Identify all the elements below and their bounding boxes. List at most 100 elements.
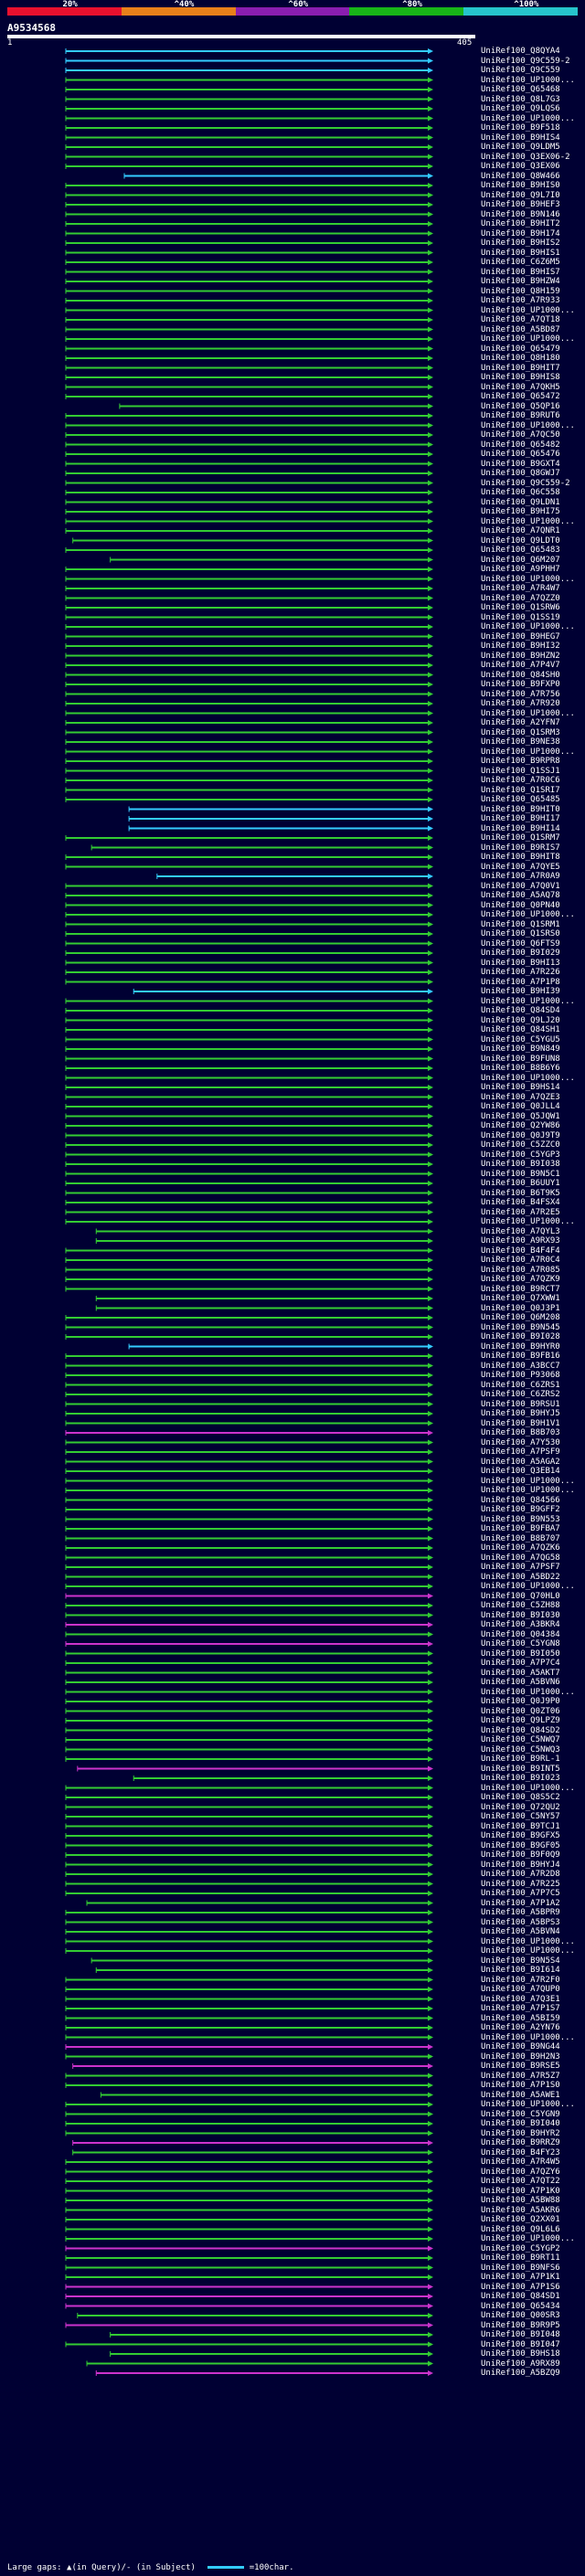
hit-label-link[interactable]: UniRef100_B9HI75 xyxy=(481,507,560,516)
hit-label-link[interactable]: UniRef100_B9GXT4 xyxy=(481,459,560,469)
hit-label-link[interactable]: UniRef100_B9I030 xyxy=(481,1610,560,1620)
hit-label-link[interactable]: UniRef100_B6T9K5 xyxy=(481,1188,560,1198)
hit-label-link[interactable]: UniRef100_B9HIT0 xyxy=(481,804,560,814)
hit-label-link[interactable]: UniRef100_B9HIS1 xyxy=(481,248,560,258)
hit-label-link[interactable]: UniRef100_B6UUY1 xyxy=(481,1179,560,1188)
hit-label-link[interactable]: UniRef100_A7R225 xyxy=(481,1879,560,1889)
hit-label-link[interactable]: UniRef100_A7R2E5 xyxy=(481,1207,560,1217)
hit-label-link[interactable]: UniRef100_Q0JLL4 xyxy=(481,1102,560,1111)
hit-label-link[interactable]: UniRef100_B9HI39 xyxy=(481,987,560,996)
hit-label-link[interactable]: UniRef100_B9HIS0 xyxy=(481,181,560,190)
hit-label-link[interactable]: UniRef100_B9INT5 xyxy=(481,1764,560,1774)
hit-label-link[interactable]: UniRef100_Q1SRM1 xyxy=(481,919,560,929)
hit-label-link[interactable]: UniRef100_A7P1S6 xyxy=(481,2282,560,2292)
hit-label-link[interactable]: UniRef100_A7R085 xyxy=(481,1265,560,1275)
hit-label-link[interactable]: UniRef100_Q65472 xyxy=(481,392,560,401)
hit-label-link[interactable]: UniRef100_B9RT11 xyxy=(481,2253,560,2263)
hit-label-link[interactable]: UniRef100_B9I029 xyxy=(481,949,560,958)
hit-label-link[interactable]: UniRef100_Q6C558 xyxy=(481,488,560,497)
hit-label-link[interactable]: UniRef100_Q65479 xyxy=(481,344,560,354)
hit-label-link[interactable]: UniRef100_Q8H159 xyxy=(481,286,560,296)
hit-label-link[interactable]: UniRef100_Q2YW86 xyxy=(481,1121,560,1130)
hit-label-link[interactable]: UniRef100_Q0J9P0 xyxy=(481,1697,560,1706)
hit-label-link[interactable]: UniRef100_Q65483 xyxy=(481,546,560,555)
hit-label-link[interactable]: UniRef100_Q9L6L6 xyxy=(481,2224,560,2234)
hit-label-link[interactable]: UniRef100_UP1000... xyxy=(481,1687,575,1697)
hit-label-link[interactable]: UniRef100_A7PSF9 xyxy=(481,1447,560,1457)
hit-label-link[interactable]: UniRef100_B8B703 xyxy=(481,1428,560,1437)
hit-label-link[interactable]: UniRef100_B9RL-1 xyxy=(481,1754,560,1764)
hit-label-link[interactable]: UniRef100_UP1000... xyxy=(481,996,575,1006)
hit-label-link[interactable]: UniRef100_A7R920 xyxy=(481,699,560,708)
hit-label-link[interactable]: UniRef100_A5BZQ9 xyxy=(481,2369,560,2378)
hit-label-link[interactable]: UniRef100_UP1000... xyxy=(481,747,575,757)
hit-label-link[interactable]: UniRef100_A7QT18 xyxy=(481,315,560,324)
hit-label-link[interactable]: UniRef100_Q1SRW6 xyxy=(481,603,560,612)
hit-label-link[interactable]: UniRef100_A7QKH5 xyxy=(481,382,560,392)
hit-label-link[interactable]: UniRef100_A7P1A2 xyxy=(481,1898,560,1908)
hit-label-link[interactable]: UniRef100_Q1SSJ1 xyxy=(481,766,560,776)
hit-label-link[interactable]: UniRef100_B9I028 xyxy=(481,1332,560,1341)
hit-label-link[interactable]: UniRef100_UP1000... xyxy=(481,2234,575,2243)
hit-label-link[interactable]: UniRef100_B9RCT7 xyxy=(481,1284,560,1294)
hit-label-link[interactable]: UniRef100_B9H2N3 xyxy=(481,2051,560,2062)
hit-label-link[interactable]: UniRef100_B9I040 xyxy=(481,2119,560,2128)
hit-label-link[interactable]: UniRef100_B9HS18 xyxy=(481,2349,560,2359)
hit-label-link[interactable]: UniRef100_B9R9P5 xyxy=(481,2320,560,2330)
hit-label-link[interactable]: UniRef100_Q0PN40 xyxy=(481,900,560,910)
hit-label-link[interactable]: UniRef100_A7R5Z7 xyxy=(481,2071,560,2081)
hit-label-link[interactable]: UniRef100_UP1000... xyxy=(481,516,575,526)
hit-label-link[interactable]: UniRef100_B9HIS4 xyxy=(481,133,560,143)
hit-label-link[interactable]: UniRef100_Q65482 xyxy=(481,440,560,450)
hit-label-link[interactable]: UniRef100_A5BVN4 xyxy=(481,1927,560,1936)
hit-label-link[interactable]: UniRef100_Q3EB14 xyxy=(481,1467,560,1476)
hit-label-link[interactable]: UniRef100_A7QG58 xyxy=(481,1553,560,1563)
hit-label-link[interactable]: UniRef100_A5AKR6 xyxy=(481,2205,560,2215)
hit-label-link[interactable]: UniRef100_B4FSX4 xyxy=(481,1198,560,1207)
hit-label-link[interactable]: UniRef100_A7QZY6 xyxy=(481,2167,560,2177)
hit-label-link[interactable]: UniRef100_Q9L7I0 xyxy=(481,190,560,200)
hit-label-link[interactable]: UniRef100_Q8L7G3 xyxy=(481,94,560,104)
hit-label-link[interactable]: UniRef100_Q0ZT06 xyxy=(481,1706,560,1716)
hit-label-link[interactable]: UniRef100_Q65485 xyxy=(481,795,560,804)
hit-label-link[interactable]: UniRef100_B9NG44 xyxy=(481,2042,560,2051)
hit-label-link[interactable]: UniRef100_B9I614 xyxy=(481,1966,560,1975)
hit-label-link[interactable]: UniRef100_Q9LDM5 xyxy=(481,143,560,152)
hit-label-link[interactable]: UniRef100_Q1SRM7 xyxy=(481,833,560,843)
hit-label-link[interactable]: UniRef100_B9HI32 xyxy=(481,641,560,651)
hit-label-link[interactable]: UniRef100_A7Q3E1 xyxy=(481,1994,560,2004)
hit-label-link[interactable]: UniRef100_UP1000... xyxy=(481,420,575,430)
hit-label-link[interactable]: UniRef100_A5BI59 xyxy=(481,2013,560,2023)
hit-label-link[interactable]: UniRef100_Q8W466 xyxy=(481,171,560,181)
hit-label-link[interactable]: UniRef100_Q9C559-2 xyxy=(481,56,570,66)
hit-label-link[interactable]: UniRef100_A7R0A9 xyxy=(481,872,560,881)
hit-label-link[interactable]: UniRef100_UP1000... xyxy=(481,910,575,919)
hit-label-link[interactable]: UniRef100_C5YGN8 xyxy=(481,1639,560,1648)
hit-label-link[interactable]: UniRef100_B9HIS8 xyxy=(481,373,560,382)
hit-label-link[interactable]: UniRef100_Q3EX06 xyxy=(481,162,560,171)
hit-label-link[interactable]: UniRef100_Q8QYA4 xyxy=(481,47,560,56)
hit-label-link[interactable]: UniRef100_Q1SRI7 xyxy=(481,785,560,795)
hit-label-link[interactable]: UniRef100_A5AKT7 xyxy=(481,1668,560,1678)
hit-label-link[interactable]: UniRef100_B9HEF3 xyxy=(481,200,560,209)
hit-label-link[interactable]: UniRef100_B9HIT7 xyxy=(481,363,560,373)
hit-label-link[interactable]: UniRef100_B9HYJ5 xyxy=(481,1409,560,1418)
hit-label-link[interactable]: UniRef100_B9N5C1 xyxy=(481,1169,560,1179)
hit-label-link[interactable]: UniRef100_UP1000... xyxy=(481,574,575,584)
hit-label-link[interactable]: UniRef100_A7QYE5 xyxy=(481,862,560,872)
hit-label-link[interactable]: UniRef100_A7P1K1 xyxy=(481,2273,560,2282)
hit-label-link[interactable]: UniRef100_B4F4F4 xyxy=(481,1246,560,1256)
hit-label-link[interactable]: UniRef100_Q1SS19 xyxy=(481,612,560,622)
hit-label-link[interactable]: UniRef100_UP1000... xyxy=(481,1476,575,1486)
hit-label-link[interactable]: UniRef100_B9NFS6 xyxy=(481,2263,560,2273)
hit-label-link[interactable]: UniRef100_C5YGN9 xyxy=(481,2109,560,2119)
hit-label-link[interactable]: UniRef100_B9I047 xyxy=(481,2339,560,2349)
hit-label-link[interactable]: UniRef100_Q70HL0 xyxy=(481,1591,560,1601)
hit-label-link[interactable]: UniRef100_Q3EX06-2 xyxy=(481,152,570,162)
hit-label-link[interactable]: UniRef100_Q84SD2 xyxy=(481,1725,560,1735)
hit-label-link[interactable]: UniRef100_A7R2F0 xyxy=(481,1975,560,1985)
hit-label-link[interactable]: UniRef100_UP1000... xyxy=(481,1582,575,1591)
hit-label-link[interactable]: UniRef100_A5AGA2 xyxy=(481,1457,560,1467)
hit-label-link[interactable]: UniRef100_UP1000... xyxy=(481,1073,575,1083)
hit-label-link[interactable]: UniRef100_A5BD87 xyxy=(481,324,560,334)
